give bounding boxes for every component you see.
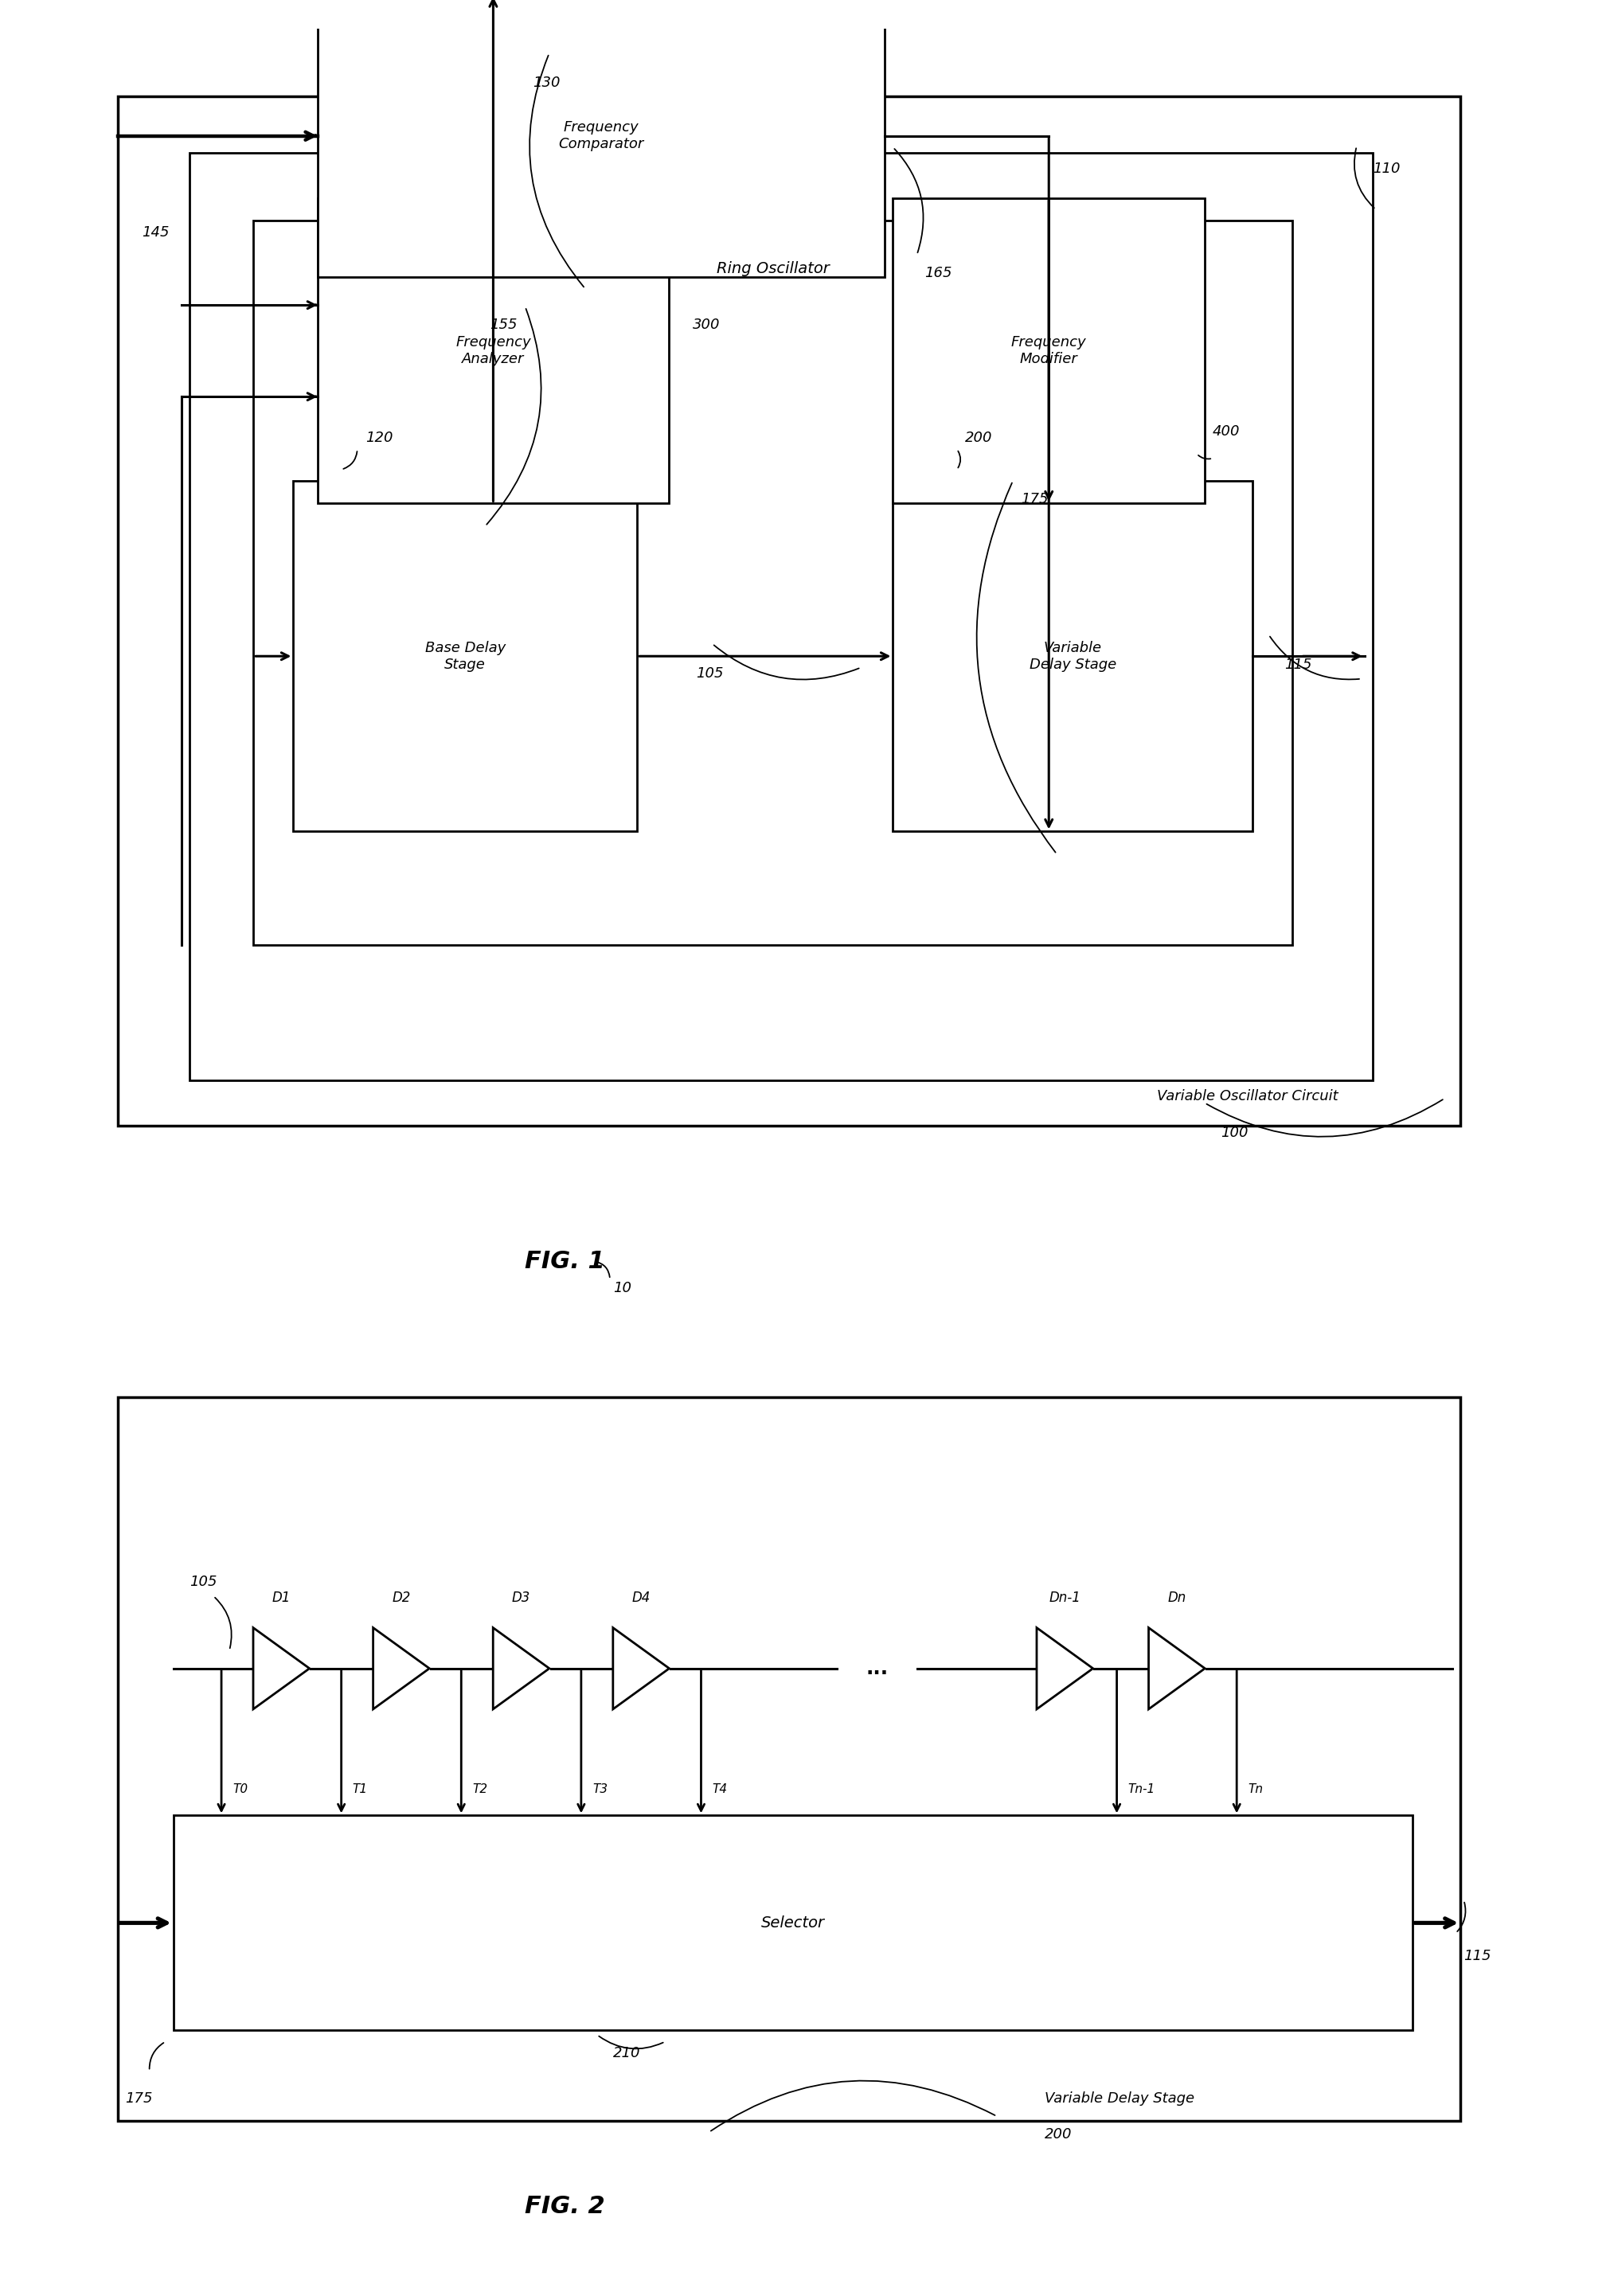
Text: T2: T2	[472, 1784, 488, 1795]
Text: D4: D4	[631, 1591, 650, 1605]
Text: Tn-1: Tn-1	[1129, 1784, 1156, 1795]
Text: ...: ...	[866, 1660, 889, 1678]
Text: Dn: Dn	[1167, 1591, 1187, 1605]
Bar	[317, 0, 886, 278]
Text: 300: 300	[692, 319, 721, 333]
Text: Ring Oscillator: Ring Oscillator	[716, 262, 829, 276]
Text: 200: 200	[964, 429, 992, 445]
Text: Base Delay
Stage: Base Delay Stage	[425, 641, 506, 673]
Text: T1: T1	[353, 1784, 367, 1795]
Text: D2: D2	[391, 1591, 411, 1605]
Text: FIG. 2: FIG. 2	[525, 2195, 605, 2218]
Text: 165: 165	[924, 266, 953, 280]
Text: 120: 120	[365, 429, 393, 445]
Text: 400: 400	[1212, 425, 1240, 439]
Text: 105: 105	[696, 666, 725, 680]
Bar	[118, 96, 1460, 1125]
Text: 200: 200	[1045, 2128, 1072, 2142]
Text: D1: D1	[272, 1591, 291, 1605]
Text: Variable Oscillator Circuit: Variable Oscillator Circuit	[1156, 1088, 1338, 1104]
Bar	[118, 1396, 1460, 2122]
Text: Selector: Selector	[762, 1915, 824, 1931]
Text: 175: 175	[126, 2092, 153, 2105]
Bar	[317, 197, 670, 503]
Text: T3: T3	[592, 1784, 607, 1795]
Text: 210: 210	[613, 2046, 641, 2060]
Bar	[190, 154, 1373, 1081]
Text: FIG. 1: FIG. 1	[525, 1249, 605, 1272]
Text: 155: 155	[489, 319, 517, 333]
Text: 115: 115	[1285, 657, 1312, 673]
Text: Variable
Delay Stage: Variable Delay Stage	[1029, 641, 1116, 673]
Text: 130: 130	[533, 76, 560, 90]
Bar	[293, 480, 638, 831]
Text: 115: 115	[1463, 1949, 1491, 1963]
Text: Variable Delay Stage: Variable Delay Stage	[1045, 2092, 1195, 2105]
Text: Dn-1: Dn-1	[1050, 1591, 1080, 1605]
Text: T0: T0	[232, 1784, 248, 1795]
Bar	[894, 480, 1253, 831]
Text: 175: 175	[1021, 491, 1048, 507]
Text: 145: 145	[142, 225, 169, 239]
Text: Frequency
Modifier: Frequency Modifier	[1011, 335, 1087, 367]
Text: Tn: Tn	[1248, 1784, 1262, 1795]
Text: 110: 110	[1373, 161, 1401, 177]
Text: Frequency
Analyzer: Frequency Analyzer	[456, 335, 531, 367]
Bar	[253, 220, 1293, 944]
Text: D3: D3	[512, 1591, 530, 1605]
Text: 105: 105	[190, 1575, 217, 1589]
Bar	[894, 197, 1204, 503]
Text: 100: 100	[1220, 1125, 1248, 1139]
Bar	[174, 1816, 1412, 2030]
Text: Frequency
Comparator: Frequency Comparator	[559, 119, 644, 152]
Text: T4: T4	[712, 1784, 728, 1795]
Text: 10: 10	[613, 1281, 631, 1295]
